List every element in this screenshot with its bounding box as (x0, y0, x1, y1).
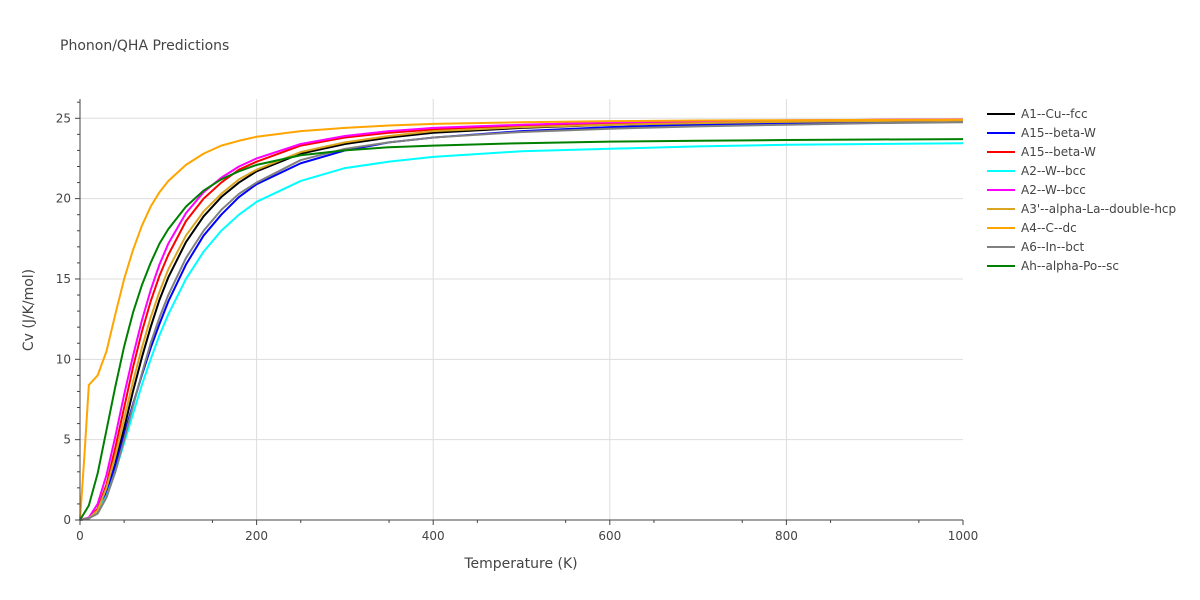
legend-item[interactable]: A4--C--dc (987, 221, 1077, 235)
y-tick-label: 25 (56, 111, 71, 125)
x-tick-label: 1000 (948, 529, 979, 543)
x-axis-title: Temperature (K) (463, 556, 577, 572)
x-tick-label: 200 (245, 529, 268, 543)
legend-item[interactable]: A6--In--bct (987, 240, 1085, 254)
legend-label: A3'--alpha-La--double-hcp (1021, 202, 1176, 216)
y-tick-label: 5 (63, 433, 71, 447)
legend-item[interactable]: A3'--alpha-La--double-hcp (987, 202, 1176, 216)
x-tick-label: 600 (598, 529, 621, 543)
chart-title: Phonon/QHA Predictions (60, 38, 229, 54)
series-line (79, 118, 964, 521)
x-tick-label: 800 (775, 529, 798, 543)
y-tick-label: 0 (63, 513, 71, 527)
legend-item[interactable]: A2--W--bcc (987, 183, 1086, 197)
series-line (79, 120, 964, 521)
legend-label: A15--beta-W (1021, 126, 1096, 140)
x-tick-label: 0 (76, 529, 84, 543)
legend-label: A1--Cu--fcc (1021, 107, 1088, 121)
x-tick-label: 400 (422, 529, 445, 543)
series-line (79, 119, 964, 521)
y-tick-label: 20 (56, 192, 71, 206)
legend-item[interactable]: A15--beta-W (987, 145, 1096, 159)
series-line (79, 138, 964, 521)
legend-label: A4--C--dc (1021, 221, 1077, 235)
axes-layer: 0 200 400 600 800 1000 0 5 10 15 20 25 (56, 99, 979, 543)
y-tick-label: 10 (56, 352, 71, 366)
legend-item[interactable]: A15--beta-W (987, 126, 1096, 140)
legend-label: A2--W--bcc (1021, 164, 1086, 178)
legend-label: Ah--alpha-Po--sc (1021, 259, 1119, 273)
legend-label: A6--In--bct (1021, 240, 1085, 254)
series-line (79, 121, 964, 521)
legend-item[interactable]: A1--Cu--fcc (987, 107, 1088, 121)
legend[interactable]: A1--Cu--fcc A15--beta-W A15--beta-W A2--W--… (987, 107, 1176, 273)
series-layer (79, 118, 964, 521)
legend-item[interactable]: Ah--alpha-Po--sc (987, 259, 1119, 273)
legend-item[interactable]: A2--W--bcc (987, 164, 1086, 178)
legend-label: A2--W--bcc (1021, 183, 1086, 197)
y-axis-title: Cv (J/K/mol) (21, 269, 37, 351)
y-tick-label: 15 (56, 272, 71, 286)
grid-layer (80, 99, 963, 520)
legend-label: A15--beta-W (1021, 145, 1096, 159)
